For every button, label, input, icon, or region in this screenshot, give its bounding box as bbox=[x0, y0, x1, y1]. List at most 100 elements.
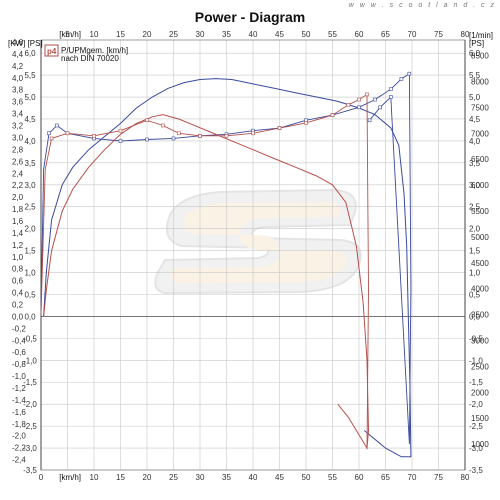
rpm-marker bbox=[47, 131, 51, 136]
rpm-tick-label: 1500 bbox=[471, 414, 489, 423]
legend: p4 P/UPMgem. [km/h] nach DIN 70020 bbox=[44, 44, 128, 63]
x-tick-label-bottom: 50 bbox=[302, 473, 311, 482]
ps-tick-label-left: 0,5 bbox=[24, 290, 36, 299]
kw-tick-label: 0,8 bbox=[12, 265, 24, 274]
x-tick-label-top: 80 bbox=[461, 30, 470, 39]
legend-line-1: P/UPMgem. [km/h] bbox=[61, 46, 128, 55]
kw-tick-label: 1,0 bbox=[12, 253, 24, 262]
rpm-tick-label: 8000 bbox=[471, 77, 489, 86]
ps-tick-label-right: -0,5 bbox=[469, 334, 483, 343]
x-tick-label-top: 50 bbox=[302, 30, 311, 39]
kw-tick-label: 1,6 bbox=[12, 217, 24, 226]
ps-tick-label-right: 0,5 bbox=[469, 290, 481, 299]
rpm-tick-label: 2500 bbox=[471, 362, 489, 371]
kw-tick-label: -1,2 bbox=[12, 384, 26, 393]
x-tick-label-bottom: 70 bbox=[408, 473, 417, 482]
ps-tick-label-right: 3,5 bbox=[469, 159, 481, 168]
kw-tick-label: 0,4 bbox=[12, 289, 24, 298]
ps-tick-label-right: 4,0 bbox=[469, 137, 481, 146]
ps-tick-label-left: -1,5 bbox=[23, 378, 37, 387]
kw-tick-label: 4,4 bbox=[12, 50, 24, 59]
ps-tick-label-right: 1,0 bbox=[469, 269, 481, 278]
ps-tick-label-left: 4,0 bbox=[24, 137, 36, 146]
x-tick-label-bottom: 40 bbox=[249, 473, 258, 482]
ps-tick-label-left: 5,5 bbox=[24, 71, 36, 80]
rpm-tick-label: 4500 bbox=[471, 259, 489, 268]
kw-tick-label: -2,4 bbox=[12, 456, 26, 465]
x-tick-label-top: 40 bbox=[249, 30, 258, 39]
x-tick-label-top: 25 bbox=[169, 30, 178, 39]
kw-tick-label: -2,2 bbox=[12, 444, 26, 453]
site-watermark: w w w . s c o o t l a n d . c z bbox=[348, 2, 496, 9]
rpm-marker bbox=[357, 97, 361, 102]
kw-tick-label: 0,2 bbox=[12, 300, 24, 309]
ps-tick-label-left: 1,0 bbox=[24, 269, 36, 278]
kw-tick-label: 0,0 bbox=[12, 312, 24, 321]
ps-tick-label-right: -1,5 bbox=[469, 378, 483, 387]
x-tick-label-bottom: 80 bbox=[461, 473, 470, 482]
kw-tick-label: 3,0 bbox=[12, 133, 24, 142]
x-tick-label-bottom: 5 bbox=[65, 473, 70, 482]
rpm-marker bbox=[378, 105, 383, 110]
kw-tick-label: 2,6 bbox=[12, 157, 24, 166]
rpm-marker bbox=[171, 136, 176, 141]
rpm-marker bbox=[177, 131, 181, 136]
x-tick-label-bottom: 75 bbox=[434, 473, 443, 482]
ps-unit-label-right: [PS] bbox=[469, 39, 484, 48]
kw-tick-label: -0,6 bbox=[12, 348, 26, 357]
rpm-marker bbox=[277, 126, 282, 130]
ps-tick-label-left: 5,0 bbox=[24, 93, 36, 102]
rpm-marker bbox=[388, 87, 393, 92]
kw-tick-label: 2,4 bbox=[12, 169, 24, 178]
chart-title: Power - Diagram bbox=[194, 9, 306, 25]
x-tick-label-top: 35 bbox=[222, 30, 231, 39]
kw-tick-label: 4,6 bbox=[12, 38, 24, 47]
kw-tick-label: -1,6 bbox=[12, 408, 26, 417]
rpm-tick-label: 3500 bbox=[471, 311, 489, 320]
ps-tick-label-right: 6,0 bbox=[469, 49, 481, 58]
x-tick-label-top: 60 bbox=[355, 30, 364, 39]
ps-tick-label-left: 3,5 bbox=[24, 159, 36, 168]
rpm-marker bbox=[365, 92, 369, 97]
rpm-tick-label: 3000 bbox=[471, 336, 489, 345]
kw-tick-label: -2,0 bbox=[12, 432, 26, 441]
x-tick-label-top: 70 bbox=[408, 30, 417, 39]
ps-tick-label-left: 4,5 bbox=[24, 115, 36, 124]
kw-tick-label: 1,4 bbox=[12, 229, 24, 238]
rpm-marker bbox=[346, 102, 351, 107]
ps-tick-label-left: 3,0 bbox=[24, 181, 36, 190]
rpm-marker bbox=[388, 95, 393, 99]
rpm-marker bbox=[251, 131, 255, 136]
ps-tick-label-right: -2,5 bbox=[469, 422, 483, 431]
ps-tick-label-left: 1,5 bbox=[24, 247, 36, 256]
kw-tick-label: 4,2 bbox=[12, 62, 24, 71]
ps-tick-label-right: -3,5 bbox=[469, 466, 483, 475]
kw-tick-label: 4,0 bbox=[12, 74, 24, 83]
kw-tick-label: 3,4 bbox=[12, 110, 24, 119]
kw-tick-label: -0,2 bbox=[12, 324, 26, 333]
x-tick-label-top: 75 bbox=[434, 30, 443, 39]
rpm-tick-label: 7000 bbox=[471, 129, 489, 138]
rpm-marker bbox=[357, 105, 361, 110]
ps-tick-label-right: 3,0 bbox=[469, 181, 481, 190]
rpm-tick-label: 8500 bbox=[471, 52, 489, 61]
legend-badge: p4 bbox=[47, 47, 57, 56]
rpm-marker bbox=[198, 134, 202, 138]
ps-tick-label-right: 1,5 bbox=[469, 247, 481, 256]
x-tick-label-bottom: 20 bbox=[143, 473, 152, 482]
x-tick-label-top: 65 bbox=[381, 30, 390, 39]
rpm-marker bbox=[145, 137, 149, 142]
x-tick-label-top: 30 bbox=[196, 30, 205, 39]
ps-tick-label-right: 2,5 bbox=[469, 203, 481, 212]
rpm-tick-label: 5500 bbox=[471, 207, 489, 216]
kw-tick-label: 2,0 bbox=[12, 193, 24, 202]
x-tick-label-bottom: 0 bbox=[39, 473, 44, 482]
x-tick-label-top: 5 bbox=[65, 30, 70, 39]
rpm-unit-label: [1/min] bbox=[469, 31, 493, 40]
ps-tick-label-left: 0,0 bbox=[24, 312, 36, 321]
rpm-marker bbox=[367, 118, 372, 123]
ps-tick-label-left: -3,5 bbox=[23, 466, 37, 475]
rpm-marker bbox=[330, 113, 335, 117]
x-tick-label-bottom: 30 bbox=[196, 473, 205, 482]
kw-tick-label: 3,8 bbox=[12, 86, 24, 95]
